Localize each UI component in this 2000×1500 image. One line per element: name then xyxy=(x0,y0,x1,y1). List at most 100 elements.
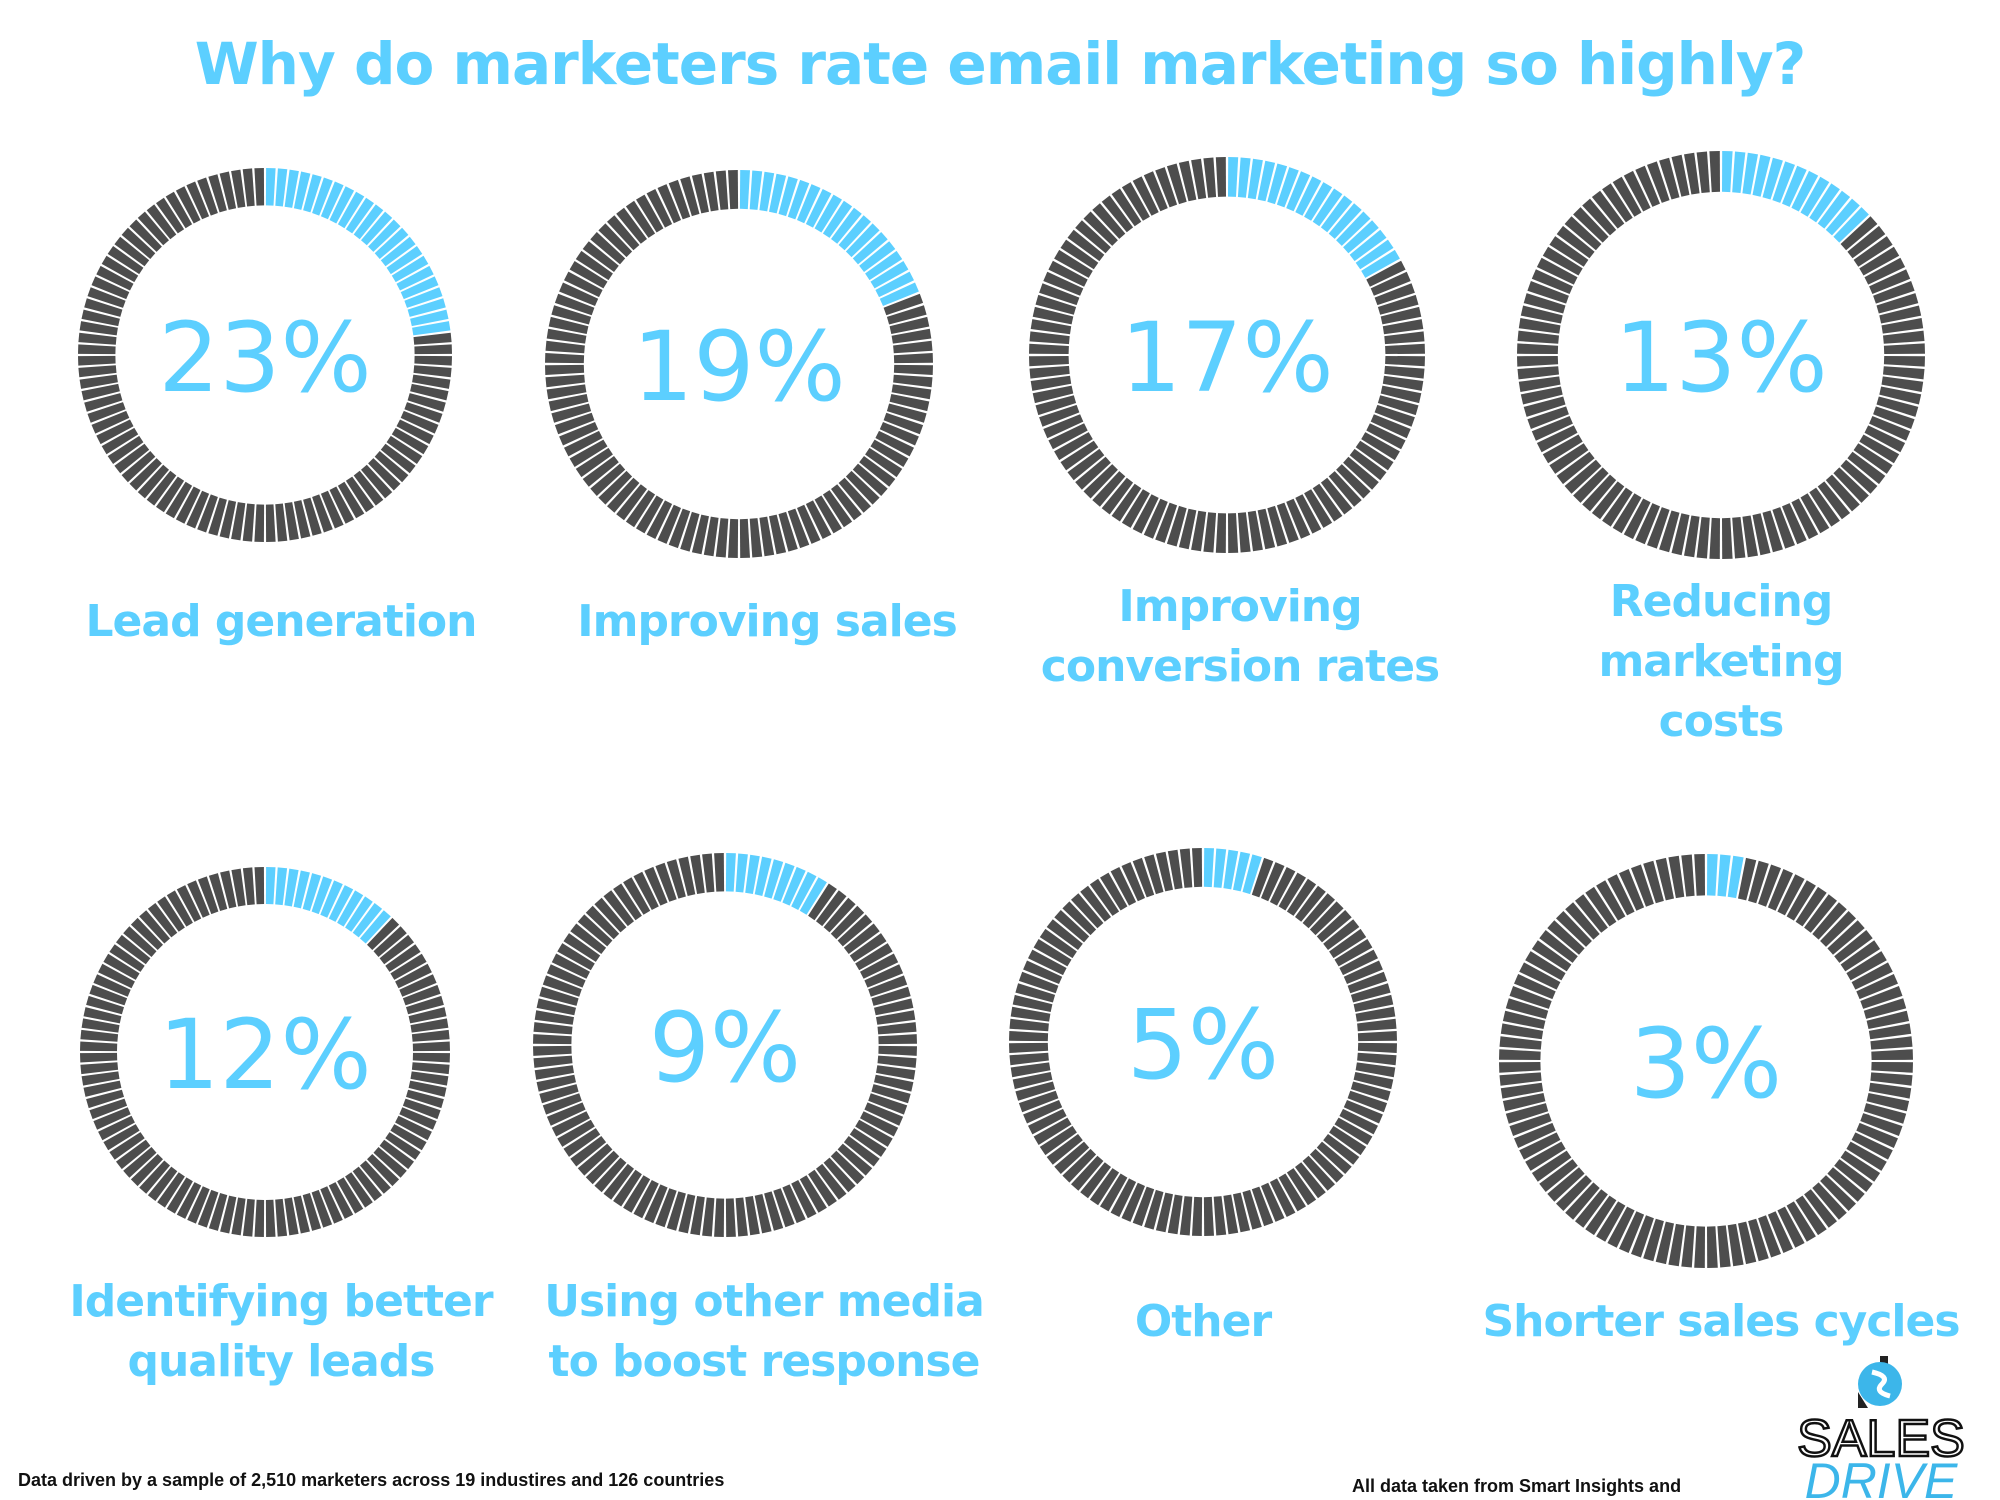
segment-filled xyxy=(1732,151,1746,193)
logo-sales: SALES xyxy=(1797,1410,1965,1468)
segment-empty xyxy=(1722,517,1733,559)
segment-empty xyxy=(668,179,691,220)
segment-empty xyxy=(1752,513,1771,556)
segment-empty xyxy=(769,514,787,555)
gauge-1: 19% xyxy=(545,170,933,558)
segment-empty xyxy=(1350,1081,1391,1101)
segment-empty xyxy=(103,953,140,980)
segment-empty xyxy=(845,470,880,505)
segment-empty xyxy=(1709,151,1720,193)
segment-empty xyxy=(379,1139,414,1170)
segment-empty xyxy=(1192,1196,1203,1236)
segment-empty xyxy=(1840,459,1878,494)
segment-empty xyxy=(1696,517,1710,559)
segment-empty xyxy=(1009,1042,1049,1053)
value-label: 19% xyxy=(632,311,845,423)
segment-empty xyxy=(1623,170,1651,212)
segment-empty xyxy=(147,903,178,938)
segment-empty xyxy=(98,963,135,989)
segment-empty xyxy=(139,910,170,944)
segment-empty xyxy=(1370,414,1411,439)
segment-empty xyxy=(87,287,126,308)
segment-empty xyxy=(1155,502,1178,543)
segment-empty xyxy=(1499,1062,1541,1073)
segment-empty xyxy=(646,189,673,228)
segment-empty xyxy=(1046,919,1083,950)
segment-filled xyxy=(303,174,322,213)
segment-empty xyxy=(139,1160,170,1194)
segment-filled xyxy=(1336,211,1371,246)
segment-filled xyxy=(337,890,364,927)
segment-empty xyxy=(1167,849,1183,890)
segment-empty xyxy=(411,1029,450,1042)
segment-empty xyxy=(130,1154,163,1187)
segment-empty xyxy=(219,171,237,210)
segment-empty xyxy=(1518,376,1561,392)
segment-empty xyxy=(759,516,775,557)
segment-empty xyxy=(412,1052,450,1063)
segment-empty xyxy=(1350,983,1391,1003)
segment-empty xyxy=(1155,851,1173,892)
segment-empty xyxy=(1866,1093,1910,1112)
segment-empty xyxy=(81,1071,120,1086)
segment-empty xyxy=(89,1098,128,1120)
segment-empty xyxy=(1800,493,1830,534)
category-label-line: Other xyxy=(1134,1296,1272,1347)
category-label: Improving sales xyxy=(527,592,1007,652)
segment-filled xyxy=(1328,203,1362,239)
segment-empty xyxy=(563,933,601,962)
segment-empty xyxy=(284,502,299,541)
segment-empty xyxy=(1795,1195,1827,1236)
segment-empty xyxy=(1101,195,1134,233)
segment-empty xyxy=(680,176,700,217)
segment-filled xyxy=(831,207,862,244)
segment-empty xyxy=(1384,331,1425,345)
segment-empty xyxy=(551,403,592,423)
segment-empty xyxy=(1556,1175,1592,1211)
segment-empty xyxy=(1655,1221,1674,1265)
segment-empty xyxy=(1846,951,1887,981)
segment-empty xyxy=(678,1194,696,1234)
segment-empty xyxy=(849,1128,887,1157)
segment-empty xyxy=(1035,395,1077,416)
segment-filled xyxy=(380,236,416,267)
segment-empty xyxy=(787,508,810,549)
value-label: 5% xyxy=(1127,989,1279,1101)
segment-empty xyxy=(1869,269,1911,294)
segment-empty xyxy=(265,1199,276,1237)
gauge-2: 17% xyxy=(1029,157,1425,553)
segment-filled xyxy=(284,868,299,907)
segment-empty xyxy=(1840,1150,1881,1182)
segment-empty xyxy=(874,998,914,1016)
segment-empty xyxy=(1029,343,1069,354)
segment-empty xyxy=(231,1197,246,1236)
segment-filled xyxy=(275,168,288,207)
segment-empty xyxy=(613,883,642,921)
category-label: Lead generation xyxy=(41,592,521,652)
segment-empty xyxy=(1132,857,1155,898)
segment-empty xyxy=(1742,515,1758,558)
segment-empty xyxy=(1827,1167,1865,1202)
segment-empty xyxy=(1883,356,1925,367)
segment-empty xyxy=(1382,375,1424,391)
segment-empty xyxy=(1166,505,1187,547)
segment-empty xyxy=(691,173,709,214)
segment-empty xyxy=(1777,874,1805,916)
segment-empty xyxy=(1585,886,1617,927)
segment-empty xyxy=(345,1172,373,1208)
segment-empty xyxy=(81,309,120,327)
segment-empty xyxy=(782,1184,806,1224)
segment-filled xyxy=(759,171,775,212)
segment-empty xyxy=(625,490,656,528)
segment-filled xyxy=(735,853,748,893)
segment-empty xyxy=(1758,1215,1781,1258)
segment-empty xyxy=(1859,246,1900,276)
segment-empty xyxy=(1320,477,1353,515)
segment-empty xyxy=(413,332,452,345)
segment-empty xyxy=(1316,910,1352,943)
segment-empty xyxy=(548,316,589,334)
segment-empty xyxy=(739,518,750,558)
segment-empty xyxy=(1525,1141,1566,1171)
segment-empty xyxy=(1228,513,1239,553)
segment-empty xyxy=(893,340,933,354)
